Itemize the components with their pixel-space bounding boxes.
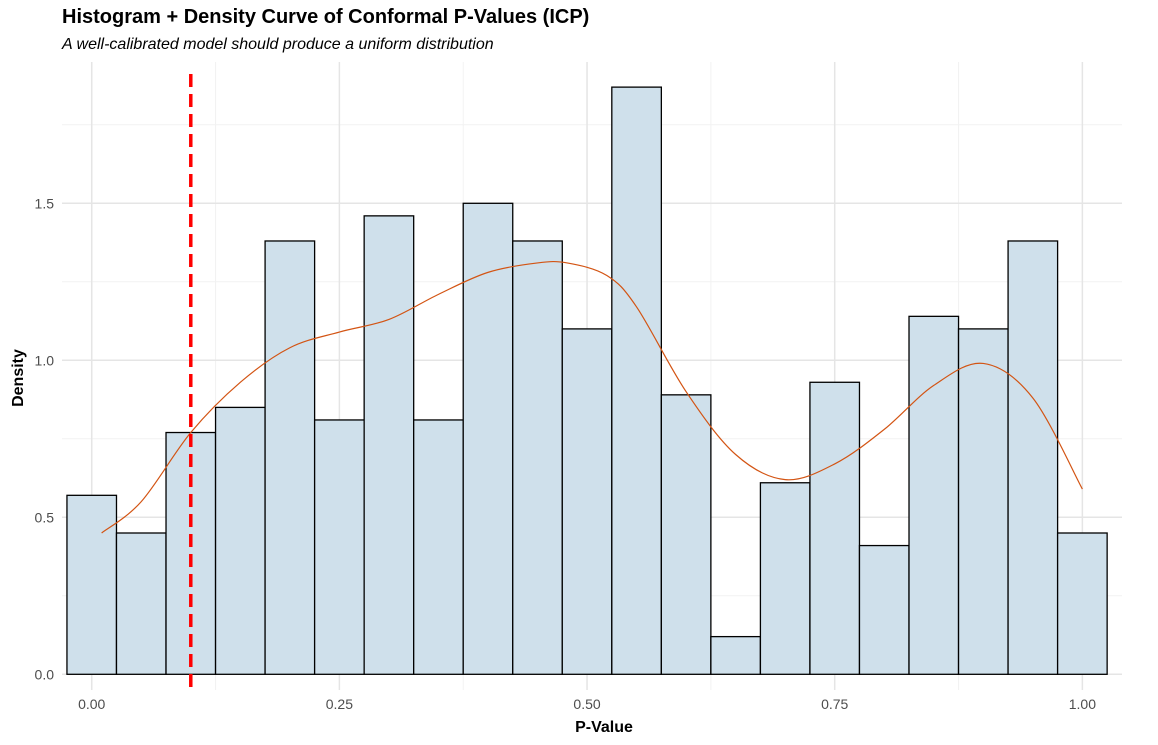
histogram-bar bbox=[660, 394, 712, 675]
histogram-bar bbox=[512, 240, 563, 675]
histogram-bar bbox=[115, 532, 167, 675]
x-axis-ticks: 0.00 0.25 0.50 0.75 1.00 bbox=[78, 696, 1096, 712]
y-tick-label: 1.5 bbox=[35, 195, 55, 211]
x-tick-label: 0.25 bbox=[326, 696, 353, 712]
x-tick-label: 0.00 bbox=[78, 696, 105, 712]
histogram-bar bbox=[214, 406, 266, 675]
x-axis-title: P-Value bbox=[575, 719, 633, 736]
histogram-bar bbox=[413, 419, 464, 675]
histogram-bar bbox=[66, 494, 118, 675]
x-tick-label: 0.75 bbox=[821, 696, 848, 712]
density-curve bbox=[101, 260, 1083, 534]
histogram-bar bbox=[462, 202, 514, 675]
histogram-bar bbox=[363, 215, 415, 675]
y-tick-label: 1.0 bbox=[35, 352, 55, 368]
histogram-bar bbox=[957, 328, 1009, 675]
y-tick-label: 0.5 bbox=[35, 509, 55, 525]
y-axis-title: Density bbox=[10, 349, 27, 407]
histogram-bars bbox=[66, 86, 1108, 675]
histogram-bar bbox=[710, 635, 762, 675]
y-axis-ticks: 0.0 0.5 1.0 1.5 bbox=[35, 195, 55, 682]
histogram-bar bbox=[611, 86, 662, 675]
chart-subtitle: A well-calibrated model should produce a… bbox=[62, 36, 494, 53]
histogram-bar bbox=[561, 328, 613, 675]
chart-title: Histogram + Density Curve of Conformal P… bbox=[62, 6, 590, 28]
histogram-bar bbox=[313, 419, 365, 675]
histogram-bar bbox=[809, 381, 861, 675]
histogram-bar bbox=[1056, 532, 1108, 675]
histogram-bar bbox=[1007, 240, 1059, 675]
y-tick-label: 0.0 bbox=[35, 666, 55, 682]
histogram-bar bbox=[264, 240, 316, 675]
histogram-bar bbox=[908, 315, 960, 675]
histogram-bar bbox=[759, 482, 811, 675]
x-tick-label: 1.00 bbox=[1069, 696, 1096, 712]
histogram-bar bbox=[858, 544, 910, 675]
x-tick-label: 0.50 bbox=[573, 696, 600, 712]
